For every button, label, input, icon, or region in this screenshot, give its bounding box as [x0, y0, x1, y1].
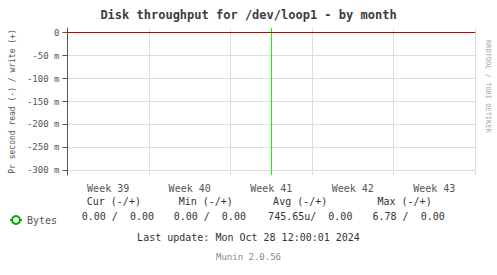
svg-text:-100 m: -100 m — [27, 74, 60, 84]
svg-text:Cur (-/+): Cur (-/+) — [87, 196, 141, 207]
svg-text:0.00 / 0.00: 0.00 / 0.00 — [82, 211, 154, 222]
svg-text:-150 m: -150 m — [27, 97, 60, 107]
svg-text:Min (-/+): Min (-/+) — [179, 196, 233, 207]
svg-text:Week 40: Week 40 — [169, 183, 211, 194]
svg-text:Munin 2.0.56: Munin 2.0.56 — [216, 252, 281, 262]
svg-text:Last update: Mon Oct 28 12:00:: Last update: Mon Oct 28 12:00:01 2024 — [137, 232, 360, 243]
svg-text:Avg (-/+): Avg (-/+) — [273, 196, 327, 207]
svg-text:-300 m: -300 m — [27, 165, 60, 175]
svg-text:RRDTOOL / TOBI OETIKER: RRDTOOL / TOBI OETIKER — [484, 40, 492, 134]
svg-text:-200 m: -200 m — [27, 119, 60, 129]
svg-text:Bytes: Bytes — [27, 215, 57, 226]
svg-text:0: 0 — [54, 28, 59, 38]
svg-text:6.78 / 0.00: 6.78 / 0.00 — [372, 211, 444, 222]
svg-text:-250 m: -250 m — [27, 142, 60, 152]
svg-text:745.65u/ 0.00: 745.65u/ 0.00 — [268, 211, 352, 222]
svg-text:Pr second read (-) / write (+): Pr second read (-) / write (+) — [8, 29, 17, 174]
svg-text:Week 39: Week 39 — [87, 183, 129, 194]
svg-text:0.00 / 0.00: 0.00 / 0.00 — [174, 211, 246, 222]
svg-text:Week 41: Week 41 — [250, 183, 292, 194]
svg-text:Week 42: Week 42 — [332, 183, 374, 194]
svg-text:-50 m: -50 m — [32, 51, 59, 61]
svg-text:Week 43: Week 43 — [413, 183, 455, 194]
svg-text:Max (-/+): Max (-/+) — [377, 196, 431, 207]
svg-text:Disk throughput for /dev/loop1: Disk throughput for /dev/loop1 - by mont… — [100, 8, 396, 22]
